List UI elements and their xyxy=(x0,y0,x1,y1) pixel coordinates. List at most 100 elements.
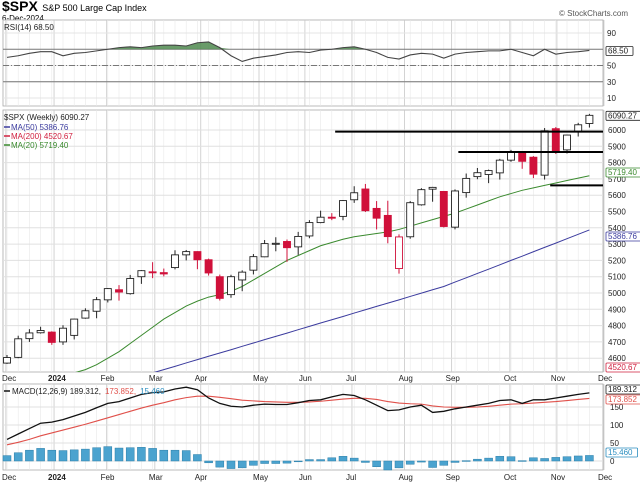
watermark: © StockCharts.com xyxy=(558,9,628,18)
x-axis-label: Sep xyxy=(446,374,461,383)
x-axis-label-bottom: Dec xyxy=(2,473,16,482)
macd-histogram-bar xyxy=(137,447,146,462)
candle-body xyxy=(529,156,538,175)
macd-histogram-value-label: 15.460 xyxy=(608,448,633,457)
macd-histogram-bar xyxy=(529,457,538,462)
price-label: $SPX (Weekly) 6090.27 xyxy=(4,113,90,122)
x-axis-label-bottom: Feb xyxy=(101,473,115,482)
panel-frame xyxy=(2,383,604,471)
price-tick-label: 4900 xyxy=(608,305,626,314)
price-tick-label: 4800 xyxy=(608,322,626,331)
x-axis-label: Oct xyxy=(504,374,517,383)
ma-legend-label: MA(20) 5719.40 xyxy=(11,141,69,150)
macd-histogram-legend: 15.460 xyxy=(140,387,165,396)
x-axis-label: Jun xyxy=(299,374,312,383)
candle-body xyxy=(495,159,504,174)
price-tick-label: 5700 xyxy=(608,175,626,184)
panel-frame xyxy=(2,19,604,107)
candle-body xyxy=(271,242,280,245)
x-axis-label-bottom: May xyxy=(253,473,268,482)
macd-histogram-bar xyxy=(181,450,191,462)
price-tick-label: 6000 xyxy=(608,126,626,135)
price-tick-label: 5100 xyxy=(608,273,626,282)
macd-value-label: 189.312 xyxy=(608,385,637,394)
price-tick-label: 5600 xyxy=(608,191,626,200)
candle-body xyxy=(59,327,67,343)
macd-histogram-bar xyxy=(69,449,79,462)
candle-body xyxy=(182,251,191,256)
macd-histogram-bar xyxy=(81,448,90,462)
macd-histogram-bar xyxy=(405,460,415,465)
macd-histogram-bar xyxy=(517,460,527,462)
macd-histogram-bar xyxy=(237,460,247,469)
macd-histogram-bar xyxy=(540,458,549,462)
x-axis-label: Dec xyxy=(2,374,16,383)
x-axis-label: Nov xyxy=(551,374,565,383)
ma50-value-label: 5386.76 xyxy=(608,232,637,241)
candle-body xyxy=(70,318,79,336)
ma-legend-label: MA(200) 4520.67 xyxy=(11,132,73,141)
macd-histogram-bar xyxy=(204,460,213,464)
price-plot xyxy=(3,113,603,372)
candle-body xyxy=(47,331,56,343)
candle-body xyxy=(238,271,247,281)
candle-body xyxy=(428,186,437,190)
price-tick-label: 5200 xyxy=(608,256,626,265)
x-axis-label-bottom: Mar xyxy=(149,473,163,482)
macd-tick-label: 100 xyxy=(610,421,624,430)
candle-body xyxy=(126,278,135,295)
macd-signal-value-label-box xyxy=(605,394,640,405)
macd-histogram-bar xyxy=(125,447,135,462)
macd-histogram-bar xyxy=(372,460,381,468)
x-axis-label-bottom: Apr xyxy=(195,473,208,482)
macd-histogram-bar xyxy=(450,460,460,463)
candle-body xyxy=(439,191,448,227)
macd-histogram-bar xyxy=(249,460,258,466)
macd-histogram-bar xyxy=(47,449,57,462)
rsi-label: RSI(14) 68.50 xyxy=(4,23,54,32)
macd-histogram-bar xyxy=(92,447,101,462)
candle-body xyxy=(372,207,381,219)
rsi-value-label: 68.50 xyxy=(608,46,629,55)
macd-histogram-bar xyxy=(338,456,348,462)
rsi-line xyxy=(6,41,590,63)
ma20-value-label: 5719.40 xyxy=(608,168,637,177)
candle-body xyxy=(563,134,571,151)
macd-histogram-bar xyxy=(383,460,393,471)
macd-histogram-bar xyxy=(417,460,426,463)
price-value-label: 6090.27 xyxy=(608,111,637,120)
macd-histogram-bar xyxy=(428,460,437,468)
macd-histogram-bar xyxy=(282,460,292,464)
macd-histogram-bar xyxy=(226,460,236,469)
x-axis-label-bottom: Dec xyxy=(598,473,612,482)
x-axis-label-bottom: Jul xyxy=(346,473,356,482)
chart-header: $SPX S&P 500 Large Cap Index xyxy=(2,0,147,16)
candle-body xyxy=(316,216,325,224)
macd-histogram-bar xyxy=(103,446,113,462)
macd-histogram-bar xyxy=(349,457,359,462)
macd-histogram-bar xyxy=(461,460,471,462)
candle-body xyxy=(215,276,224,299)
panel-frame xyxy=(2,109,604,373)
macd-tick-label: 50 xyxy=(610,439,619,448)
rsi-tick-label: 90 xyxy=(607,29,616,38)
x-axis-label-bottom: Sep xyxy=(446,473,461,482)
ma-line-MA50 xyxy=(153,229,590,372)
macd-histogram-bar xyxy=(13,452,23,462)
candle-body xyxy=(14,338,23,358)
price-tick-label: 5900 xyxy=(608,142,626,151)
macd-histogram-bar xyxy=(193,454,202,462)
candle-body xyxy=(283,241,291,249)
macd-signal-legend: 173.852, xyxy=(105,387,136,396)
candle-body xyxy=(227,276,235,296)
x-axis-label: May xyxy=(253,374,268,383)
candle-body xyxy=(383,214,392,238)
ma-legend-label: MA(50) 5386.76 xyxy=(11,123,69,132)
candle-body xyxy=(171,254,179,269)
macd-histogram-bar xyxy=(506,456,516,462)
macd-histogram-bar xyxy=(293,460,303,463)
candle-body xyxy=(395,236,403,269)
macd-histogram-bar xyxy=(585,455,594,462)
macd-histogram-bar xyxy=(394,460,404,469)
ma50-value-label-box xyxy=(605,231,640,242)
